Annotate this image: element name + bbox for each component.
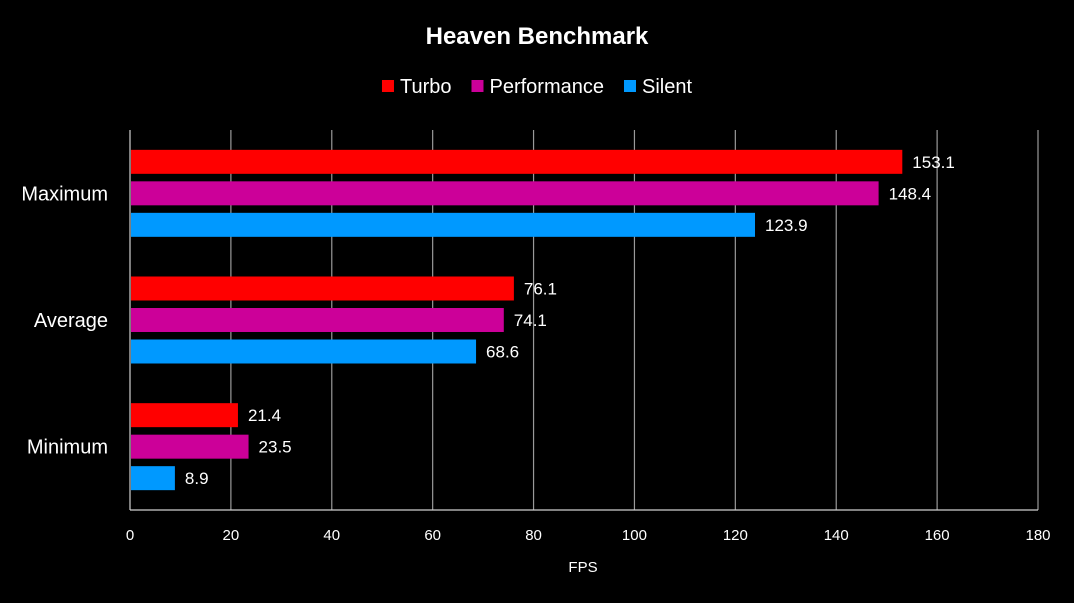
x-axis-label: FPS [568,559,597,576]
bar-average-silent [131,339,477,364]
bar-minimum-silent [131,466,175,491]
legend-item-performance: Performance [471,76,604,98]
data-label-minimum-turbo: 21.4 [248,406,281,425]
data-label-maximum-silent: 123.9 [765,216,808,235]
x-tick-label: 180 [1025,527,1050,544]
bar-maximum-performance [131,181,879,206]
data-label-average-performance: 74.1 [514,311,547,330]
legend-label: Turbo [400,76,452,98]
legend-label: Performance [489,76,604,98]
x-tick-label: 80 [525,527,542,544]
category-label-average: Average [34,310,108,332]
data-label-average-silent: 68.6 [486,343,519,362]
data-label-maximum-performance: 148.4 [889,184,932,203]
x-tick-label: 60 [424,527,441,544]
legend-item-turbo: Turbo [381,76,452,98]
bar-average-performance [131,308,504,332]
chart-legend: Turbo Performance Silent [381,76,692,98]
x-tick-label: 100 [622,527,647,544]
legend-swatch [471,80,484,92]
data-label-minimum-silent: 8.9 [185,469,209,488]
category-label-maximum: Maximum [21,183,108,205]
bar-maximum-turbo [131,149,903,174]
bar-minimum-turbo [131,403,238,428]
legend-item-silent: Silent [623,76,692,98]
bar-maximum-silent [131,212,756,237]
legend-swatch [623,80,636,92]
chart-bars: 153.1 148.4 123.9 76.1 74.1 68.6 21.4 23.5 8.9 [131,149,955,491]
x-tick-label: 160 [925,527,950,544]
x-tick-label: 40 [323,527,340,544]
category-label-minimum: Minimum [27,437,108,459]
legend-label: Silent [642,76,692,98]
x-tick-label: 120 [723,527,748,544]
bar-average-turbo [131,276,514,301]
data-label-average-turbo: 76.1 [524,280,557,299]
x-tick-label: 20 [223,527,240,544]
legend-swatch [381,80,394,92]
x-tick-label: 0 [126,527,134,544]
x-tick-label: 140 [824,527,849,544]
chart-axes: 0 20 40 60 80 100 120 140 160 180 Maximum Average Mi… [21,130,1051,544]
bar-minimum-performance [131,434,249,459]
data-label-minimum-performance: 23.5 [259,438,292,457]
chart-title: Heaven Benchmark [426,23,649,50]
data-label-maximum-turbo: 153.1 [912,153,955,172]
